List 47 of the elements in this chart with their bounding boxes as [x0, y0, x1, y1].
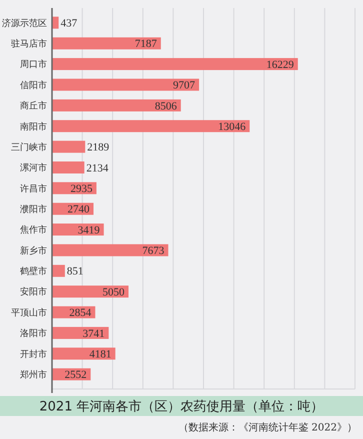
bar: [52, 58, 298, 70]
data-label: 5050: [102, 286, 126, 298]
bar: [52, 99, 181, 112]
y-tick-label: 开封市: [20, 348, 47, 360]
y-tick-label: 周口市: [20, 59, 47, 70]
data-label: 2935: [70, 183, 93, 196]
y-tick-label: 平顶山市: [11, 307, 47, 318]
data-label: 8506: [154, 100, 178, 112]
data-label: 851: [66, 266, 84, 278]
bar: [52, 78, 200, 91]
y-tick-label: 漯河市: [20, 162, 47, 174]
data-label: 3741: [82, 328, 105, 340]
y-tick-label: 洛阳市: [20, 328, 47, 340]
y-tick-label: 驻马店市: [11, 38, 47, 50]
data-label: 2134: [86, 162, 109, 174]
bar: [52, 264, 65, 277]
bar: [52, 140, 86, 153]
data-label: 4181: [89, 348, 112, 360]
y-tick-label: 焦作市: [20, 224, 47, 236]
y-tick-label: 南阳市: [20, 121, 47, 132]
bar: [52, 120, 250, 132]
y-tick-label: 鹤壁市: [20, 266, 47, 278]
bar: [52, 244, 168, 256]
data-label: 7187: [134, 38, 158, 50]
data-label: 2189: [87, 142, 110, 154]
data-label: 16229: [266, 58, 294, 71]
y-tick-label: 郑州市: [20, 369, 47, 380]
data-label: 2854: [69, 307, 92, 320]
y-tick-label: 济源示范区: [2, 18, 47, 29]
y-tick-label: 许昌市: [20, 183, 47, 194]
y-tick-label: 三门峡市: [11, 142, 47, 153]
data-label: 9707: [173, 80, 196, 92]
data-label: 2552: [64, 369, 87, 382]
y-tick-label: 信阳市: [20, 80, 47, 91]
data-label: 2740: [68, 204, 90, 216]
bar: [52, 161, 84, 174]
text: 2021 年河南各市（区）农药使用量（单位：吨）: [39, 400, 324, 415]
data-label: 7673: [142, 245, 165, 258]
y-tick-label: 濮阳市: [20, 204, 47, 215]
text: （数据来源：《河南统计年鉴 2022》）: [178, 422, 357, 434]
bar: [52, 37, 161, 50]
y-tick-label: 安阳市: [20, 286, 47, 298]
data-label: 437: [60, 18, 78, 30]
y-tick-label: 新乡市: [20, 245, 47, 256]
data-label: 3419: [78, 224, 100, 236]
y-tick-label: 商丘市: [20, 100, 47, 112]
data-label: 13046: [218, 120, 246, 133]
